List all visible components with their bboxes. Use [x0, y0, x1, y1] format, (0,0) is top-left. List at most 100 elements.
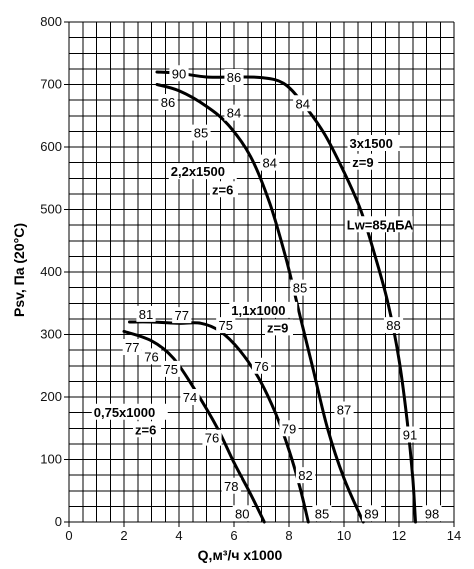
y-tick-label: 700	[40, 77, 62, 92]
label-background	[191, 124, 211, 141]
annotation-text: 3x1500	[350, 136, 393, 151]
label-background	[295, 467, 316, 484]
noise-level-label: 75	[219, 318, 233, 333]
label-background	[334, 401, 354, 418]
noise-level-label: 87	[337, 403, 351, 418]
noise-level-label: 82	[298, 468, 312, 483]
curve-series-3	[128, 320, 310, 524]
annotation-background	[168, 163, 237, 180]
label-background	[279, 420, 299, 437]
label-background	[202, 429, 222, 446]
y-tick-label: 0	[55, 514, 62, 529]
x-tick-label: 0	[65, 528, 72, 543]
noise-level-label: 78	[224, 479, 238, 494]
label-background	[400, 426, 420, 443]
y-tick-label: 200	[40, 389, 62, 404]
label-background	[216, 317, 236, 334]
noise-level-label: 84	[227, 106, 241, 121]
annotation-text: z=9	[267, 320, 288, 335]
y-tick-label: 100	[40, 452, 62, 467]
label-background	[260, 154, 280, 171]
label-background	[361, 505, 382, 522]
x-tick-label: 2	[120, 528, 127, 543]
tick-labels: 0 100 200 300 400 500 600 700 800 0 2 4 6 8 10 12 14	[40, 14, 461, 543]
label-background	[293, 95, 313, 112]
label-background	[221, 477, 241, 494]
point-labels: 90 86 84 88 91 98 86 84 85 84 85 87 89 81 77 75 76 79 82 85…	[122, 65, 442, 522]
curve-series-2	[155, 83, 365, 524]
annotation-text: 2,2x1500	[171, 164, 225, 179]
label-background	[224, 104, 244, 121]
x-tick-label: 4	[175, 528, 182, 543]
annotations: 3x1500 z=9 2,2x1500 z=6 1,1x1000 z=9 0,75x1000…	[91, 135, 414, 438]
x-tick-label: 12	[392, 528, 406, 543]
annotation-background	[91, 403, 168, 420]
y-tick-label: 400	[40, 264, 62, 279]
label-background	[122, 339, 142, 355]
label-background	[136, 305, 156, 322]
label-background	[232, 505, 252, 522]
noise-level-label: 77	[175, 308, 189, 323]
noise-level-label: 76	[205, 431, 219, 446]
annotation-background	[350, 153, 379, 170]
annotation-text: z=6	[135, 422, 156, 437]
x-axis-label: Q,м³/ч x1000	[198, 547, 283, 563]
curve-series-4	[122, 329, 266, 524]
label-background	[141, 348, 162, 365]
annotation-background	[344, 216, 413, 233]
label-background	[161, 360, 181, 377]
noise-level-label: 85	[315, 506, 329, 521]
noise-level-label: 76	[254, 359, 268, 374]
noise-level-label: 77	[125, 340, 139, 355]
annotation-background	[229, 301, 298, 318]
annotation-text: 0,75x1000	[94, 405, 155, 420]
annotation-text: Lw=85дБА	[347, 217, 414, 232]
label-background	[172, 307, 192, 324]
label-background	[158, 94, 178, 110]
noise-level-label: 76	[144, 349, 158, 364]
y-axis-label: Psv, Па (20°C)	[11, 223, 27, 317]
annotation-background	[133, 421, 161, 438]
noise-level-label: 85	[293, 281, 307, 296]
noise-level-label: 74	[183, 390, 197, 405]
y-tick-label: 500	[40, 202, 62, 217]
curves	[122, 70, 417, 524]
noise-level-label: 79	[282, 421, 296, 436]
noise-level-label: 85	[194, 126, 208, 141]
y-tick-label: 600	[40, 139, 62, 154]
annotation-text: 1,1x1000	[231, 303, 285, 318]
label-background	[312, 505, 332, 522]
label-background	[383, 317, 404, 334]
x-tick-label: 8	[285, 528, 292, 543]
label-background	[224, 69, 244, 85]
annotation-background	[347, 135, 400, 151]
noise-level-label: 86	[161, 95, 175, 110]
annotation-background	[265, 319, 293, 336]
noise-level-label: 84	[263, 156, 277, 171]
curve-series-1	[155, 70, 417, 524]
annotation-background	[210, 181, 238, 198]
noise-level-label: 91	[403, 428, 417, 443]
label-background	[422, 505, 442, 522]
annotation-text: z=6	[212, 182, 233, 197]
annotation-text: z=9	[352, 155, 373, 170]
noise-level-label: 80	[235, 506, 249, 521]
noise-level-label: 88	[386, 318, 400, 333]
noise-level-label: 86	[227, 70, 241, 85]
label-background	[290, 279, 310, 296]
noise-level-label: 84	[296, 96, 310, 111]
noise-level-label: 98	[425, 506, 439, 521]
x-tick-label: 10	[337, 528, 351, 543]
noise-level-label: 89	[364, 506, 378, 521]
label-background	[180, 389, 200, 405]
noise-level-label: 90	[172, 66, 186, 81]
noise-level-label: 75	[164, 362, 178, 377]
label-background	[251, 357, 272, 374]
y-tick-label: 300	[40, 327, 62, 342]
x-tick-label: 14	[447, 528, 461, 543]
x-tick-label: 6	[230, 528, 237, 543]
label-background	[169, 65, 189, 82]
y-tick-label: 800	[40, 14, 62, 29]
noise-level-label: 81	[139, 307, 153, 322]
